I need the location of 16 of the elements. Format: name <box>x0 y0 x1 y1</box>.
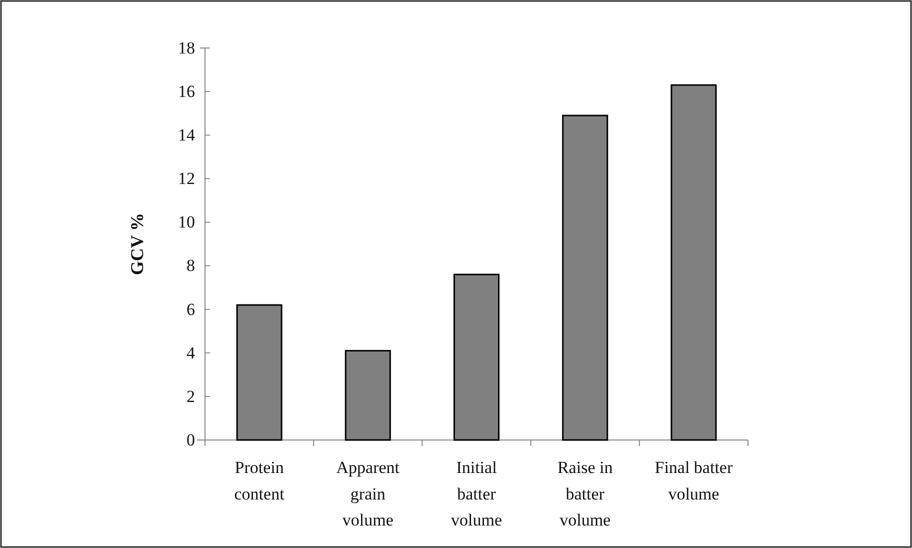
x-tick-label: Apparent grain volume <box>336 458 400 530</box>
y-tick-label: 18 <box>178 38 195 58</box>
x-tick-label: Protein content <box>234 458 285 504</box>
x-tick-label: Final batter volume <box>654 458 733 504</box>
y-tick-label: 16 <box>178 82 195 101</box>
y-axis-title: GCV % <box>127 212 147 276</box>
y-tick-label: 10 <box>178 212 195 232</box>
y-tick-label: 14 <box>178 126 196 145</box>
y-tick-label: 8 <box>186 256 195 276</box>
x-tick-label: Initial batter volume <box>451 458 502 530</box>
y-tick-label: 2 <box>186 386 195 406</box>
y-tick-label: 12 <box>178 169 195 188</box>
y-tick-label: 0 <box>186 430 195 450</box>
x-tick-label: Raise in batter volume <box>557 458 614 530</box>
y-tick-label: 4 <box>186 343 196 362</box>
y-tick-label: 6 <box>186 300 195 319</box>
